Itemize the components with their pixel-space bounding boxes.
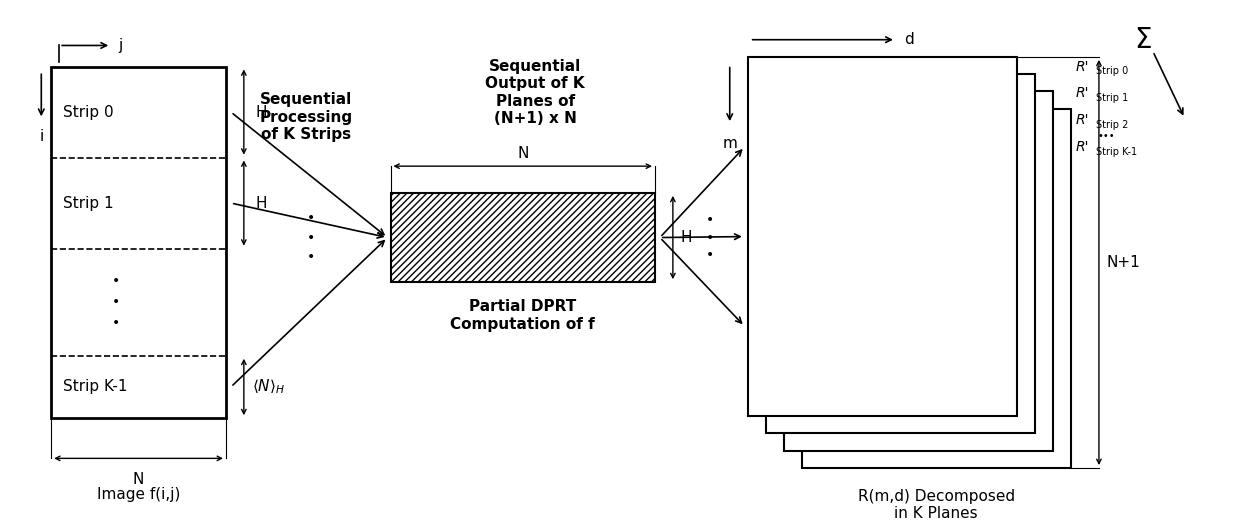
Text: H: H: [255, 105, 268, 119]
FancyBboxPatch shape: [765, 74, 1035, 433]
Text: •: •: [306, 250, 315, 264]
FancyBboxPatch shape: [784, 92, 1053, 451]
Text: j: j: [118, 38, 123, 53]
Text: •••: •••: [1097, 132, 1116, 141]
Text: $\langle N\rangle_H$: $\langle N\rangle_H$: [252, 378, 285, 396]
Text: Sequential
Output of K
Planes of
(N+1) x N: Sequential Output of K Planes of (N+1) x…: [485, 59, 585, 126]
Text: Strip 1: Strip 1: [63, 196, 114, 210]
Text: •: •: [706, 248, 714, 262]
Text: H: H: [681, 230, 692, 245]
Text: $\Sigma$: $\Sigma$: [1133, 26, 1152, 54]
Text: Strip 0: Strip 0: [1096, 66, 1128, 76]
Text: Computation of f: Computation of f: [450, 317, 595, 331]
Text: R': R': [1076, 113, 1090, 127]
Text: Sequential
Processing
of K Strips: Sequential Processing of K Strips: [259, 93, 352, 142]
Text: R(m,d) Decomposed
in K Planes: R(m,d) Decomposed in K Planes: [858, 489, 1014, 521]
Text: •: •: [306, 211, 315, 225]
Text: R': R': [1076, 86, 1090, 100]
Text: Strip 1: Strip 1: [1096, 93, 1128, 103]
Text: R': R': [1076, 140, 1090, 154]
Text: Image f(i,j): Image f(i,j): [97, 487, 180, 502]
FancyBboxPatch shape: [51, 66, 226, 418]
Text: •: •: [112, 316, 120, 330]
Text: H: H: [255, 196, 268, 210]
Text: Strip K-1: Strip K-1: [1096, 147, 1137, 157]
Text: •: •: [706, 230, 714, 245]
Text: Strip 2: Strip 2: [1096, 120, 1128, 130]
Text: i: i: [40, 129, 43, 144]
Text: d: d: [904, 32, 914, 47]
Text: R': R': [1076, 59, 1090, 74]
Text: m: m: [723, 136, 738, 150]
Text: N: N: [517, 146, 528, 161]
Text: •: •: [112, 295, 120, 309]
FancyBboxPatch shape: [748, 57, 1017, 416]
Text: •: •: [306, 230, 315, 245]
Text: Partial DPRT: Partial DPRT: [469, 299, 577, 315]
Text: •: •: [706, 214, 714, 227]
Text: N: N: [133, 472, 144, 487]
Text: Strip 0: Strip 0: [63, 105, 114, 119]
FancyBboxPatch shape: [391, 193, 655, 282]
Text: Strip K-1: Strip K-1: [63, 379, 128, 394]
Text: •: •: [112, 274, 120, 288]
Text: N+1: N+1: [1107, 255, 1141, 270]
FancyBboxPatch shape: [801, 109, 1071, 468]
